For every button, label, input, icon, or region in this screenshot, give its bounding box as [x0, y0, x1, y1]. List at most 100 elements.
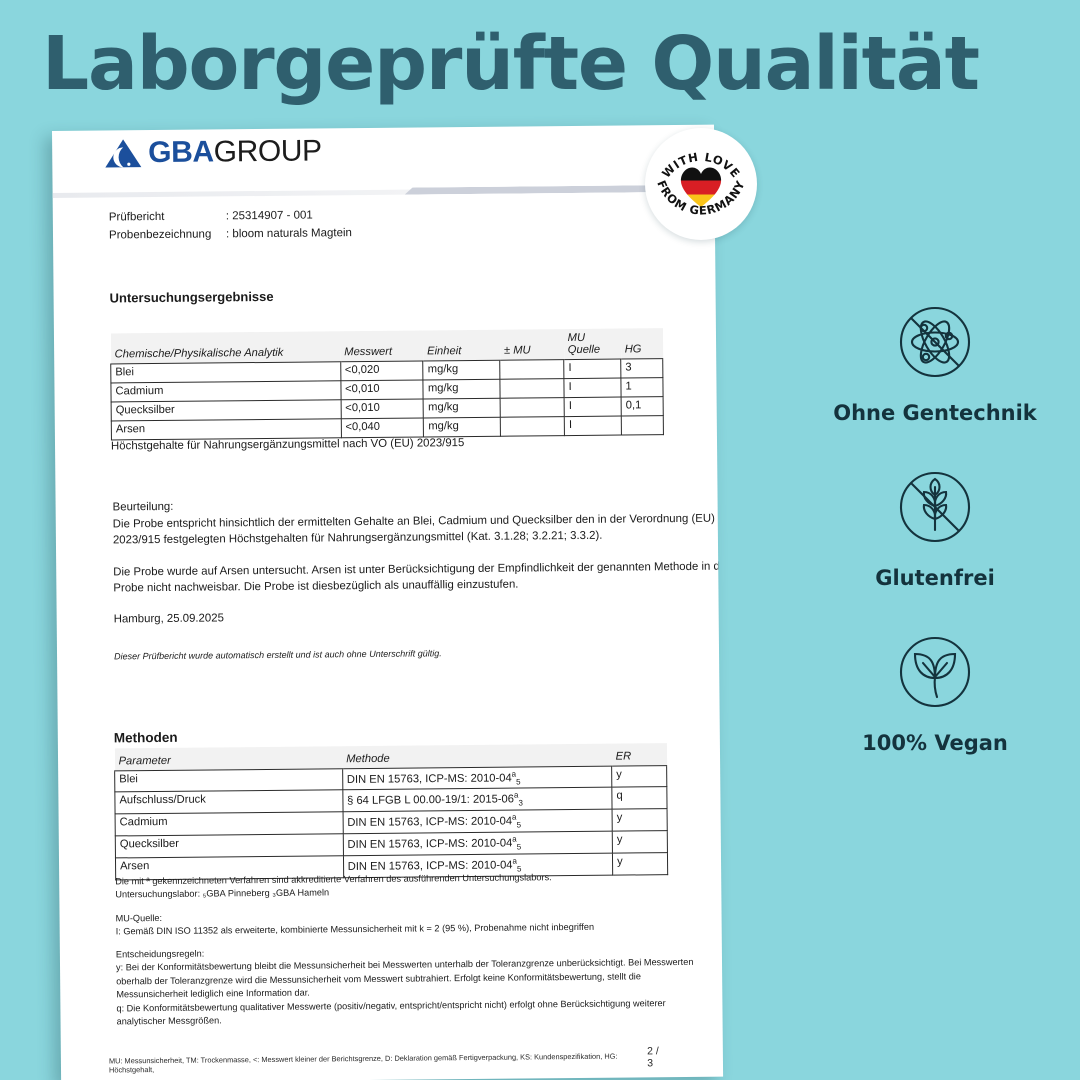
cell-er: y — [612, 831, 668, 854]
footnote-rules-q: q: Die Konformitätsbewertung qualitative… — [116, 997, 666, 1027]
gba-group-wordmark: GBAGROUP — [148, 134, 322, 170]
page-number: 2 / 3 — [647, 1045, 659, 1070]
method-text: DIN EN 15763, ICP-MS: 2010-04 — [346, 771, 512, 786]
col-methode: Methode — [342, 743, 612, 769]
no-gmo-atom-icon — [893, 300, 977, 384]
report-meta: Prüfbericht : 25314907 - 001 Probenbezei… — [109, 206, 352, 244]
feature-glutenfrei: Glutenfrei — [790, 465, 1080, 590]
logo-text-bold: GBA — [148, 135, 214, 170]
results-table: Chemische/Physikalische Analytik Messwer… — [110, 328, 664, 440]
gba-group-logo: GBAGROUP — [104, 134, 322, 170]
cell-hg: 0,1 — [621, 396, 664, 416]
col-hg: HG — [620, 328, 663, 359]
meta-label: Probenbezeichnung — [108, 228, 212, 242]
col-er: ER — [611, 743, 667, 766]
cell-parameter: Aufschluss/Druck — [114, 790, 343, 815]
footnote-mu-source: MU-Quelle: I: Gemäß DIN ISO 11352 als er… — [116, 907, 706, 939]
assessment-paragraph-1: Die Probe entspricht hinsichtlich der er… — [112, 512, 715, 547]
with-love-from-germany-badge: WITH LOVE FROM GERMANY — [645, 128, 757, 240]
cell-analyte: Cadmium — [110, 380, 341, 402]
footnote-accreditation: Die mit ª gekennzeichneten Verfahren sin… — [115, 870, 705, 902]
cell-unit: mg/kg — [423, 378, 501, 399]
results-section-title: Untersuchungsergebnisse — [109, 288, 274, 306]
col-mu-quelle: MU Quelle — [563, 328, 621, 360]
german-flag-heart-icon — [680, 167, 722, 207]
cell-hg — [621, 415, 664, 435]
footer-legend: MU: Messunsicherheit, TM: Trockenmasse, … — [108, 1051, 618, 1075]
footnote-rules-y: y: Bei der Konformitätsbewertung bleibt … — [115, 957, 694, 1000]
feature-vegan: 100% Vegan — [790, 630, 1080, 755]
feature-ohne-gentechnik: Ohne Gentechnik — [790, 300, 1080, 425]
cell-hg: 3 — [620, 358, 663, 378]
lab-mark: 5 — [516, 842, 522, 852]
cell-analyte: Quecksilber — [111, 399, 341, 421]
cell-unit: mg/kg — [423, 359, 501, 380]
meta-row: Probenbezeichnung : bloom naturals Magte… — [109, 224, 352, 244]
cell-er: q — [611, 787, 668, 810]
cell-value: <0,040 — [340, 417, 424, 438]
table-row: Arsen <0,040 mg/kg I — [111, 415, 664, 440]
cell-analyte: Blei — [110, 361, 341, 383]
cell-value: <0,020 — [340, 360, 424, 381]
cell-method: DIN EN 15763, ICP-MS: 2010-04a5 — [342, 831, 613, 857]
lab-mark: 5 — [516, 777, 521, 787]
methods-section-title: Methoden — [113, 729, 178, 746]
gba-triangle-icon — [104, 138, 142, 168]
lab-mark: 3 — [518, 798, 523, 808]
methods-table: Parameter Methode ER Blei DIN EN 15763, … — [114, 743, 668, 881]
document-footer: MU: Messunsicherheit, TM: Trockenmasse, … — [61, 1045, 723, 1075]
results-note: Höchstgehalte für Nahrungsergänzungsmitt… — [110, 437, 465, 453]
cell-value: <0,010 — [340, 398, 424, 419]
col-mu-quelle-line1: MU — [567, 331, 586, 344]
col-einheit: Einheit — [422, 329, 501, 361]
col-parameter: Parameter — [114, 746, 343, 771]
cell-er: y — [611, 765, 667, 788]
cell-parameter: Quecksilber — [115, 834, 344, 859]
header-divider — [52, 183, 715, 201]
cell-mu-source: I — [564, 377, 622, 398]
cell-mu — [500, 378, 565, 398]
cell-parameter: Blei — [114, 768, 343, 793]
col-messwert: Messwert — [340, 330, 424, 362]
cell-unit: mg/kg — [423, 416, 501, 437]
method-text: § 64 LFGB L 00.00-19/1: 2015-06 — [347, 793, 515, 808]
cell-analyte: Arsen — [111, 418, 342, 440]
feature-list: Ohne Gentechnik Glutenfrei — [790, 300, 1080, 795]
method-text: DIN EN 15763, ICP-MS: 2010-04 — [347, 837, 513, 852]
lab-mark: 5 — [516, 820, 522, 830]
vegan-leaves-icon — [893, 630, 977, 714]
method-text: DIN EN 15763, ICP-MS: 2010-04 — [347, 815, 513, 830]
assessment-paragraph-2: Die Probe wurde auf Arsen untersucht. Ar… — [113, 560, 724, 595]
cell-er: y — [612, 809, 668, 832]
cell-mu — [500, 359, 565, 379]
cell-mu — [500, 397, 565, 417]
col-mu-quelle-line2: Quelle — [567, 343, 601, 356]
feature-label: Glutenfrei — [875, 566, 995, 590]
cell-method: DIN EN 15763, ICP-MS: 2010-04a5 — [342, 809, 613, 835]
cell-mu-source: I — [564, 415, 622, 436]
cell-unit: mg/kg — [423, 397, 501, 418]
cell-mu-source: I — [564, 396, 622, 417]
cell-method: § 64 LFGB L 00.00-19/1: 2015-06a3 — [342, 787, 613, 813]
assessment-block: Beurteilung: Die Probe entspricht hinsic… — [113, 493, 724, 664]
col-mu: ± MU — [499, 329, 564, 360]
meta-value: : 25314907 - 001 — [225, 209, 313, 223]
meta-value: : bloom naturals Magtein — [225, 227, 352, 241]
cell-mu-source: I — [563, 358, 621, 379]
cell-parameter: Cadmium — [115, 812, 343, 837]
cell-value: <0,010 — [340, 379, 424, 400]
gluten-free-wheat-icon — [893, 465, 977, 549]
cell-hg: 1 — [620, 377, 664, 397]
place-date: Hamburg, 25.09.2025 — [113, 612, 224, 626]
logo-text-light: GROUP — [213, 134, 322, 169]
cell-mu — [500, 416, 565, 436]
feature-label: Ohne Gentechnik — [833, 401, 1037, 425]
feature-label: 100% Vegan — [862, 731, 1008, 755]
footnote-decision-rules: Entscheidungsregeln: y: Bei der Konformi… — [116, 943, 707, 1029]
lab-report-document: GBAGROUP Prüfbericht : 25314907 - 001 Pr… — [52, 124, 724, 1080]
meta-label: Prüfbericht — [108, 210, 165, 224]
meta-row: Prüfbericht : 25314907 - 001 — [109, 206, 352, 226]
auto-generated-note: Dieser Prüfbericht wurde automatisch ers… — [113, 647, 442, 661]
cell-method: DIN EN 15763, ICP-MS: 2010-04a5 — [342, 765, 612, 791]
page-title: Laborgeprüfte Qualität — [42, 21, 980, 107]
